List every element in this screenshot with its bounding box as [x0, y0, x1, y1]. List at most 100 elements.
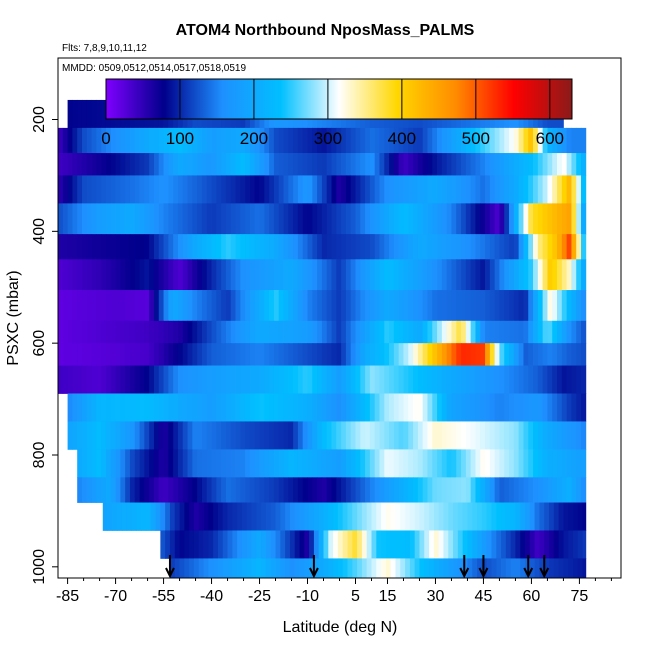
heatmap-cell	[264, 234, 270, 260]
heatmap-cell	[91, 127, 97, 154]
colorbar-tick-label: 300	[314, 129, 342, 148]
heatmap-cell	[221, 203, 227, 235]
heatmap-cell	[163, 175, 169, 204]
heatmap-cell	[557, 175, 563, 204]
heatmap-cell	[427, 320, 433, 344]
heatmap-cell	[525, 502, 531, 531]
heatmap-cell	[144, 421, 150, 450]
heatmap-cell	[360, 320, 366, 344]
heatmap-cell	[77, 99, 83, 129]
heatmap-cell	[520, 502, 526, 531]
heatmap-cell	[317, 203, 323, 235]
heatmap-cell	[437, 153, 443, 176]
heatmap-cell	[350, 290, 356, 322]
heatmap-cell	[261, 502, 267, 531]
heatmap-cell	[581, 259, 587, 291]
heatmap-cell	[499, 477, 505, 503]
heatmap-cell	[206, 320, 212, 344]
heatmap-cell	[446, 175, 452, 204]
heatmap-cell	[240, 320, 246, 344]
heatmap-cell	[328, 502, 334, 531]
heatmap-cell	[249, 153, 256, 176]
heatmap-cell	[437, 365, 443, 394]
heatmap-cell	[101, 365, 107, 394]
heatmap-cell	[131, 502, 137, 531]
heatmap-cell	[101, 234, 107, 260]
heatmap-cell	[62, 175, 68, 204]
heatmap-cell	[408, 175, 414, 204]
heatmap-cell	[230, 421, 236, 450]
heatmap-cell	[251, 502, 257, 531]
heatmap-cell	[270, 502, 276, 531]
heatmap-cell	[312, 365, 318, 394]
heatmap-cell	[173, 449, 179, 478]
heatmap-cell	[427, 477, 433, 503]
heatmap-cell	[251, 558, 257, 579]
heatmap-cell	[518, 234, 524, 260]
heatmap-cell	[513, 175, 520, 204]
heatmap-cell	[453, 530, 459, 559]
heatmap-cell	[264, 365, 270, 394]
heatmap-cell	[235, 320, 241, 344]
heatmap-cell	[278, 127, 284, 154]
heatmap-cell	[509, 393, 515, 422]
heatmap-cell	[288, 421, 294, 450]
heatmap-cell	[197, 175, 203, 204]
heatmap-cell	[341, 365, 347, 394]
heatmap-cell	[230, 290, 236, 322]
heatmap-cell	[389, 290, 395, 322]
heatmap-cell	[537, 175, 544, 204]
heatmap-cell	[456, 127, 462, 154]
heatmap-cell	[321, 343, 328, 366]
heatmap-cell	[393, 127, 400, 154]
heatmap-cell	[515, 558, 521, 579]
heatmap-cell	[355, 290, 361, 322]
x-tick-label: 5	[351, 588, 360, 605]
heatmap-cell	[134, 449, 140, 478]
heatmap-cell	[206, 449, 212, 478]
heatmap-cell	[129, 343, 136, 366]
heatmap-cell	[408, 127, 414, 154]
heatmap-cell	[533, 127, 539, 154]
heatmap-cell	[374, 175, 380, 204]
heatmap-cell	[326, 477, 332, 503]
heatmap-cell	[571, 393, 577, 422]
heatmap-cell	[269, 234, 275, 260]
heatmap-cell	[254, 290, 260, 322]
heatmap-cell	[134, 290, 140, 322]
heatmap-cell	[441, 421, 448, 450]
heatmap-cell	[246, 558, 252, 579]
heatmap-cell	[537, 259, 544, 291]
heatmap-cell	[350, 320, 356, 344]
heatmap-cell	[240, 153, 246, 176]
heatmap-cell	[576, 421, 582, 450]
heatmap-cell	[480, 153, 486, 176]
heatmap-cell	[437, 343, 443, 366]
heatmap-cell	[96, 343, 102, 366]
heatmap-cell	[208, 502, 214, 531]
heatmap-cell	[201, 421, 208, 450]
heatmap-cell	[486, 530, 492, 559]
heatmap-cell	[384, 203, 390, 235]
heatmap-cell	[485, 477, 491, 503]
heatmap-cell	[365, 365, 371, 394]
heatmap-cell	[81, 449, 88, 478]
heatmap-cell	[360, 477, 366, 503]
heatmap-cell	[331, 203, 337, 235]
heatmap-cell	[225, 320, 232, 344]
heatmap-cell	[566, 320, 572, 344]
heatmap-cell	[269, 175, 275, 204]
heatmap-cell	[245, 127, 251, 154]
heatmap-cell	[342, 558, 348, 579]
heatmap-cell	[265, 558, 272, 579]
heatmap-cell	[317, 449, 323, 478]
heatmap-cell	[485, 449, 491, 478]
heatmap-cell	[105, 393, 112, 422]
heatmap-cell	[321, 320, 328, 344]
heatmap-cell	[437, 203, 443, 235]
heatmap-cell	[158, 343, 164, 366]
heatmap-cell	[542, 393, 548, 422]
heatmap-cell	[513, 153, 520, 176]
heatmap-cell	[285, 530, 291, 559]
